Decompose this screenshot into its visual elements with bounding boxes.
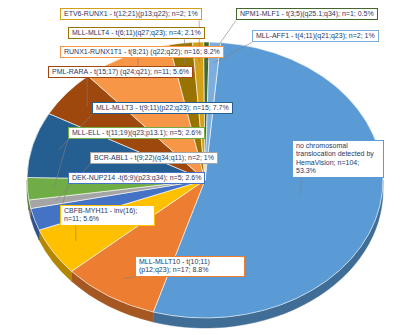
slice-label: BCR-ABL1 - t(9;22)(q34;q11); n=2; 1% [90,152,218,164]
slice-label: ETV6-RUNX1 - t(12;21)(p13;q22); n=2; 1% [60,8,202,20]
slice-label: no chromosomal translocation detected by… [292,140,384,178]
slice-label: NPM1-MLF1 - t(3;5)(q25.1;q34); n=1; 0.5% [236,8,378,20]
slice-label: MLL-MLLT10 - t(10;11)(p12;q23); n=17; 8.… [135,256,245,277]
pie-slices [27,42,383,318]
slice-label: MLL-AFF1 - t(4;11)(q21;q23); n=2; 1% [252,30,379,42]
slice-label: MLL-ELL - t(11;19)(q23;p13.1); n=5; 2.6% [68,127,205,139]
leader-line [87,78,88,106]
leader-line [54,139,68,187]
slice-label: DEK-NUP214 -t(6;9)(p23;q34); n=5; 2.6% [68,172,205,184]
chart-container: no chromosomal translocation detected by… [0,0,400,335]
leader-line [123,277,135,279]
slice-label: RUNX1-RUNX1T1 - t(8;21) (q22;q22); n=16;… [60,46,224,58]
slice-label: MLL-MLLT3 - t(9;11)(p22;q23); n=15; 7.7% [92,102,233,114]
slice-label: MLL-MLLT4 - t(6;11)(q27;q23); n=4; 2.1% [68,27,205,39]
slice-label: PML-RARA - t(15;17) (q24;q21); n=11; 5.6… [48,66,193,78]
leader-lines [54,20,301,278]
leader-line [75,226,76,241]
leader-line [301,178,302,195]
slice-label: CBFB-MYH11 - inv(16); n=11; 5.6% [60,205,155,226]
